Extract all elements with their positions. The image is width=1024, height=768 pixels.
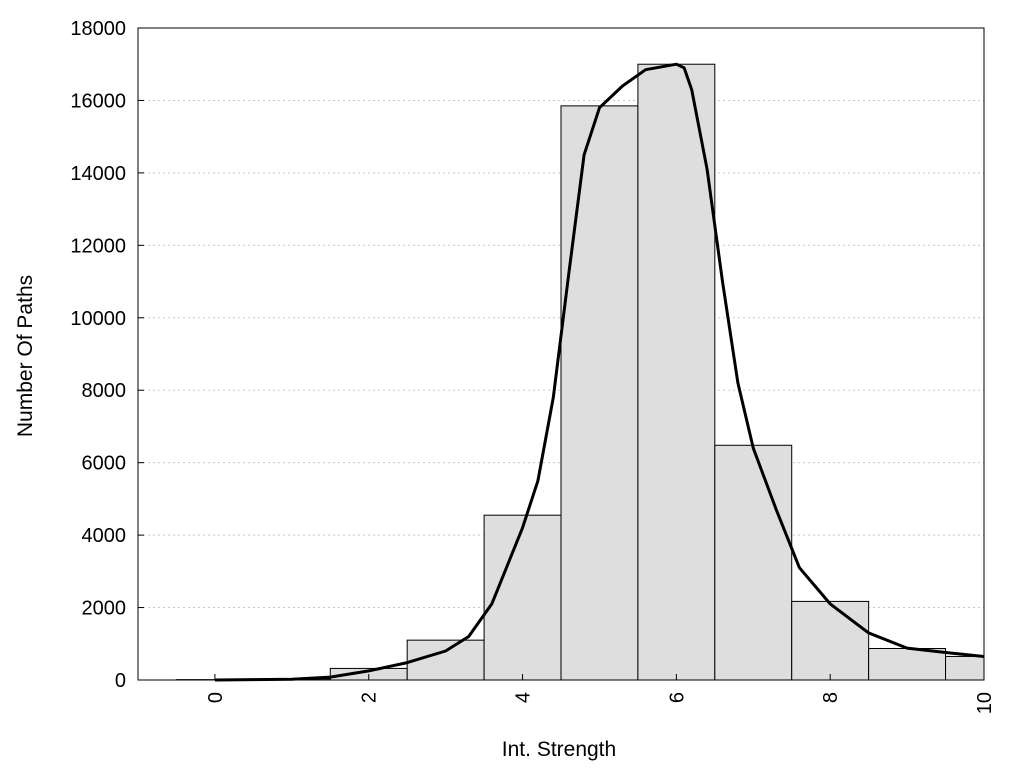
y-tick-label-10000: 10000 [70, 308, 126, 330]
y-tick-label-2000: 2000 [82, 598, 127, 620]
y-tick-label-8000: 8000 [82, 380, 127, 402]
y-axis-title: Number Of Paths [14, 275, 37, 437]
grid-lines [138, 99, 984, 609]
y-axis-ticks: 0 2000 4000 6000 8000 10000 12000 14000 16000 180… [70, 18, 144, 692]
bar-8 [791, 600, 870, 681]
density-curve [214, 62, 985, 682]
y-tick-label-18000: 18000 [70, 18, 126, 40]
x-tick-label-4: 4 [513, 692, 535, 703]
y-tick-label-4000: 4000 [82, 525, 127, 547]
x-tick-label-0: 0 [205, 692, 227, 703]
x-axis-title: Int. Strength [502, 738, 616, 761]
y-tick-label-6000: 6000 [82, 453, 127, 475]
bar-5 [560, 105, 639, 681]
x-tick-label-6: 6 [666, 692, 688, 703]
y-tick-label-0: 0 [115, 670, 126, 692]
y-tick-label-12000: 12000 [70, 235, 126, 257]
bar-9 [868, 647, 947, 681]
x-axis-ticks: 0 2 4 6 8 10 [205, 674, 996, 714]
bar-4 [483, 514, 562, 681]
bars [175, 63, 985, 681]
x-tick-label-2: 2 [359, 692, 381, 703]
x-tick-label-8: 8 [820, 692, 842, 703]
bar-7 [714, 444, 793, 681]
y-tick-label-14000: 14000 [70, 163, 126, 185]
curve-line [214, 62, 985, 682]
x-tick-label-10: 10 [974, 692, 996, 714]
bar-10 [945, 655, 985, 681]
plot-frame [137, 27, 985, 681]
y-tick-label-16000: 16000 [70, 90, 126, 112]
